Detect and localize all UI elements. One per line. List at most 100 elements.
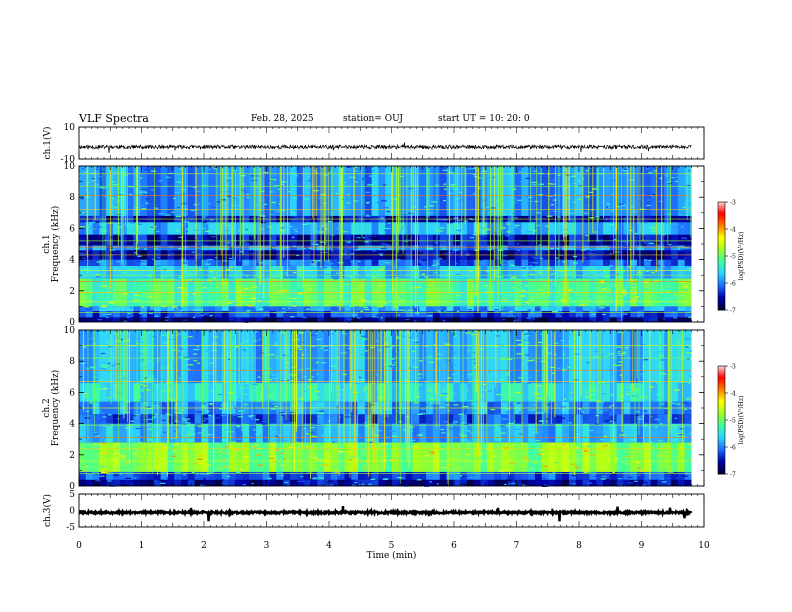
spectral-band-cell — [255, 222, 264, 235]
speckle-cell — [474, 249, 480, 252]
speckle-cell — [304, 217, 310, 219]
spectral-band-cell — [643, 306, 652, 312]
speckle-cell — [210, 206, 217, 208]
spectral-band-cell — [473, 414, 481, 424]
spectral-band-cell — [548, 442, 556, 472]
speckle-cell — [177, 206, 181, 209]
spectral-band-cell — [569, 311, 577, 318]
spectral-band-cell — [548, 259, 556, 266]
speckle-cell — [606, 355, 610, 357]
speckle-cell — [430, 453, 435, 455]
speckle-cell — [649, 463, 653, 466]
speckle-cell — [639, 470, 645, 472]
spectral-band-cell — [582, 265, 590, 279]
spectral-band-cell — [330, 479, 339, 486]
spectral-band-cell — [276, 423, 284, 443]
spectral-band-cell — [181, 471, 189, 480]
speckle-cell — [597, 340, 602, 342]
spectral-band-cell — [187, 383, 196, 402]
speckle-cell — [523, 333, 528, 336]
spectral-band-cell — [616, 423, 624, 443]
speckle-cell — [202, 217, 206, 219]
speckle-cell — [497, 276, 504, 278]
speckle-cell — [188, 352, 193, 354]
spectral-band-cell — [623, 306, 631, 312]
speckle-cell — [95, 480, 101, 482]
spectral-band-cell — [317, 311, 325, 318]
speckle-cell — [99, 186, 105, 189]
speckle-cell — [676, 477, 679, 479]
speckle-cell — [642, 267, 646, 270]
spectral-band-cell — [92, 442, 100, 472]
speckle-cell — [141, 208, 146, 210]
speckle-cell — [134, 414, 139, 417]
spectral-band-cell — [453, 245, 461, 251]
speckle-cell — [466, 441, 472, 443]
spectral-band-cell — [215, 311, 223, 318]
speckle-cell — [601, 348, 605, 351]
spectral-band-cell — [582, 259, 590, 266]
speckle-cell — [157, 257, 160, 259]
spectral-band-cell — [119, 311, 128, 318]
speckle-cell — [219, 468, 225, 470]
spectral-band-cell — [242, 306, 250, 312]
spectral-band-cell — [344, 479, 352, 486]
y-tick-label: 6 — [69, 224, 75, 234]
speckle-cell — [585, 170, 589, 172]
speckle-cell — [356, 291, 362, 293]
spectral-band-cell — [432, 414, 441, 424]
spectral-band-cell — [344, 222, 352, 235]
speckle-cell — [608, 420, 613, 422]
speckle-cell — [639, 370, 644, 372]
spectral-band-cell — [351, 245, 359, 251]
spectral-band-cell — [385, 383, 393, 402]
spectral-band-cell — [262, 245, 270, 251]
speckle-cell — [286, 379, 290, 382]
spectral-band-cell — [276, 414, 284, 424]
spectral-band-cell — [79, 306, 87, 312]
speckle-cell — [538, 450, 543, 452]
spectral-band-cell — [194, 471, 202, 480]
speckle-cell — [528, 216, 531, 218]
speckle-cell — [110, 221, 115, 223]
spectral-band-cell — [514, 317, 522, 322]
speckle-cell — [534, 393, 540, 395]
speckle-cell — [537, 279, 541, 281]
colorbar-cell — [718, 286, 725, 289]
speckle-cell — [110, 181, 116, 183]
colorbar-cell — [718, 241, 725, 244]
speckle-cell — [385, 203, 390, 205]
spectral-band-cell — [317, 471, 325, 480]
speckle-cell — [145, 198, 150, 200]
speckle-cell — [395, 337, 399, 339]
speckle-cell — [609, 297, 615, 299]
spectral-band-cell — [521, 383, 529, 402]
speckle-cell — [222, 466, 228, 468]
speckle-cell — [439, 230, 443, 232]
speckle-cell — [515, 286, 520, 288]
speckle-cell — [239, 251, 244, 253]
spectral-band-cell — [541, 317, 549, 322]
speckle-cell — [579, 409, 584, 411]
speckle-cell — [605, 248, 609, 250]
spectral-band-cell — [194, 317, 202, 322]
spectral-band-cell — [534, 471, 543, 480]
speckle-cell — [222, 430, 227, 432]
spectral-band-cell — [487, 311, 495, 318]
speckle-cell — [689, 378, 693, 380]
speckle-cell — [472, 292, 477, 294]
spectral-band-cell — [453, 317, 461, 322]
spectral-band-cell — [684, 222, 692, 235]
spectral-band-cell — [589, 317, 597, 322]
spectral-band-cell — [153, 259, 162, 266]
spectral-band-cell — [412, 423, 420, 443]
spectral-band-cell — [521, 259, 529, 266]
speckle-cell — [666, 286, 670, 288]
speckle-cell — [239, 303, 242, 305]
speckle-cell — [307, 386, 310, 388]
speckle-cell — [124, 427, 130, 429]
spectral-band-cell — [242, 166, 250, 216]
speckle-cell — [407, 228, 410, 230]
spectral-band-cell — [392, 265, 400, 279]
spectral-band-cell — [637, 234, 645, 246]
